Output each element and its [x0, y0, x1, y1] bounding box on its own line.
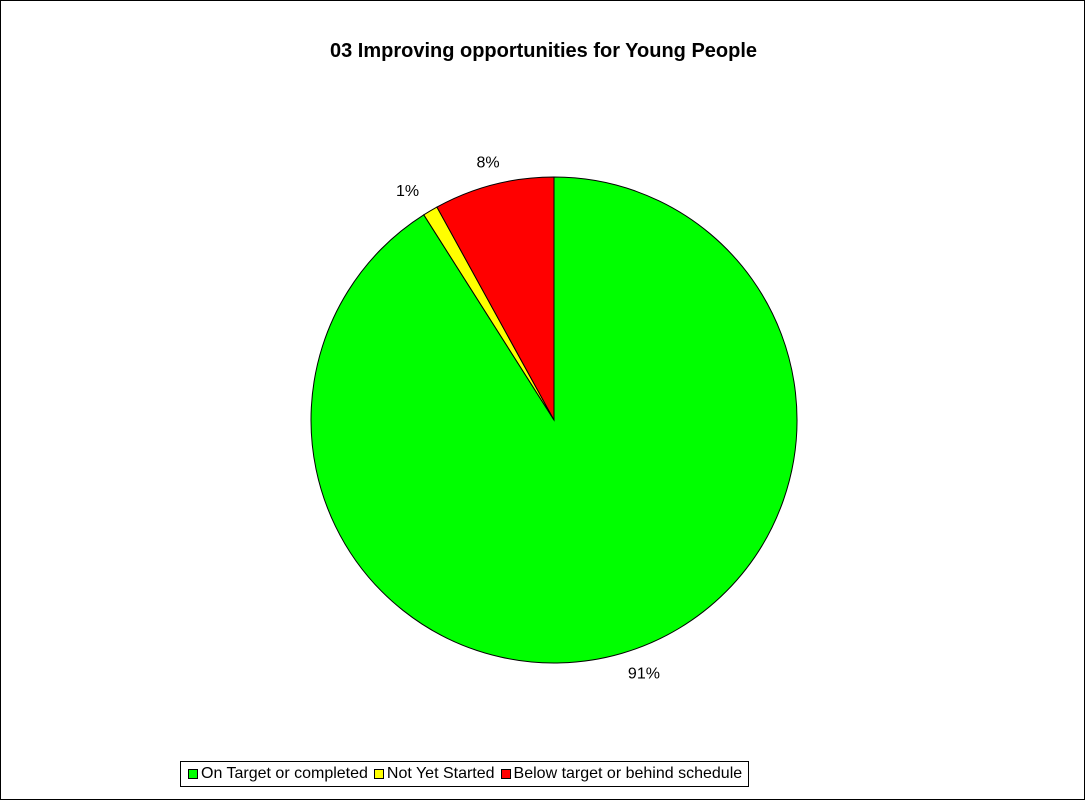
legend-label: Not Yet Started — [386, 765, 495, 782]
legend-entry-not-yet-started: Not Yet Started — [373, 765, 495, 783]
legend-swatch — [188, 769, 198, 779]
legend-swatch — [373, 769, 384, 779]
legend-label: Below target or behind schedule — [513, 765, 743, 782]
legend-label: On Target or completed — [201, 765, 368, 782]
data-label-below-target-or-behind-schedule: 8% — [477, 155, 500, 172]
chart-title: 03 Improving opportunities for Young Peo… — [329, 40, 758, 62]
legend-swatch — [500, 769, 511, 779]
legend-entry-below-target-or-behind-schedule: Below target or behind schedule — [500, 765, 743, 783]
data-label-on-target-or-completed: 91% — [628, 666, 660, 683]
legend-entry-on-target-or-completed: On Target or completed — [188, 765, 368, 783]
legend: On Target or completed Not Yet Started Bel… — [180, 761, 750, 787]
pie-slice-below-target-or-behind-schedule — [436, 176, 555, 421]
data-label-not-yet-started: 1% — [396, 183, 419, 200]
